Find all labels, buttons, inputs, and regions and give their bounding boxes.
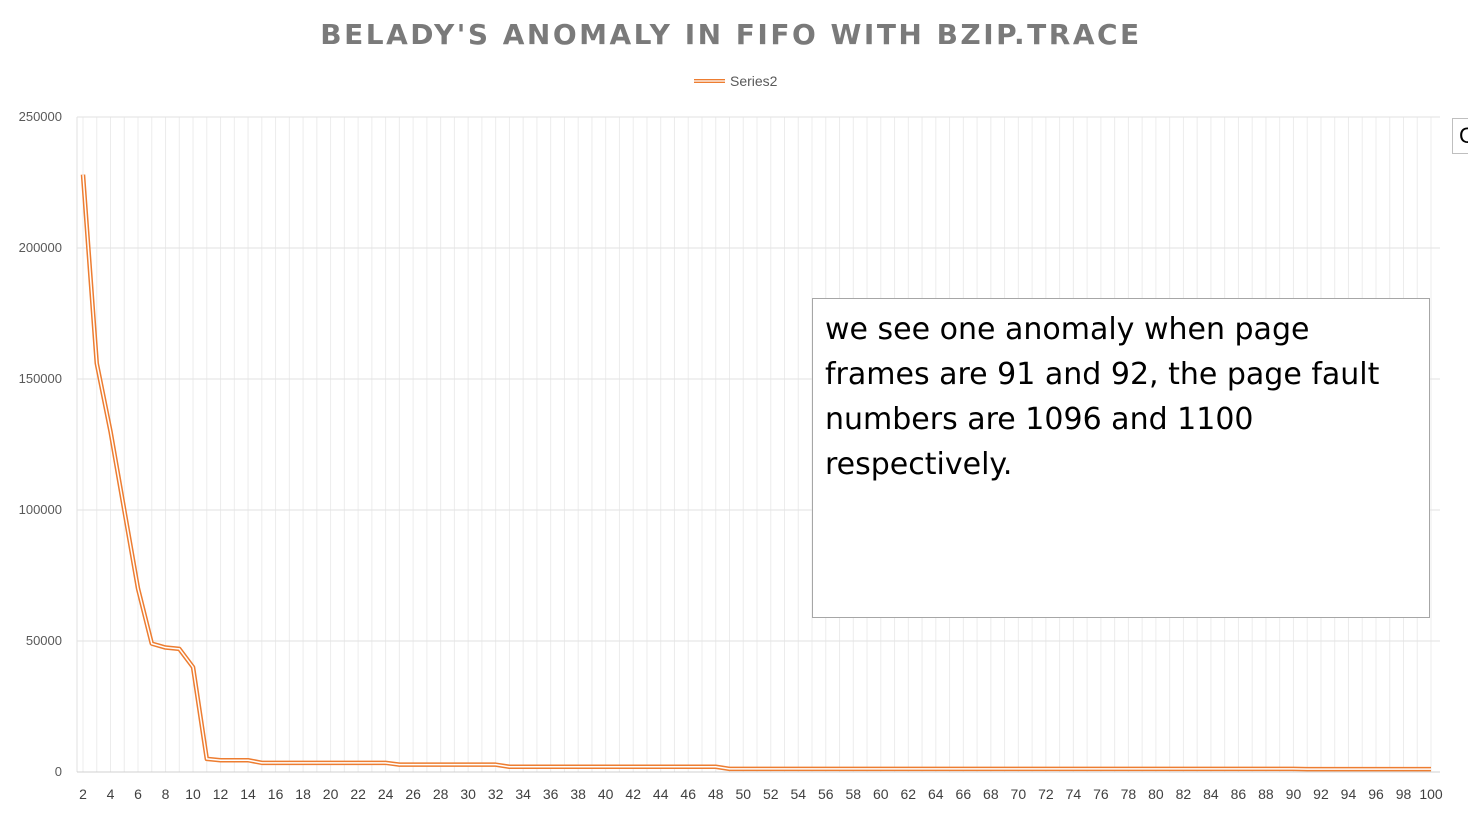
y-tick-label: 250000 [19, 109, 62, 124]
x-tick-label: 6 [134, 786, 142, 802]
x-tick-label: 54 [790, 786, 806, 802]
x-tick-label: 64 [928, 786, 944, 802]
x-tick-label: 56 [818, 786, 834, 802]
x-tick-label: 12 [213, 786, 229, 802]
x-tick-label: 38 [570, 786, 586, 802]
x-tick-label: 8 [162, 786, 170, 802]
x-tick-label: 48 [708, 786, 724, 802]
legend-entry-series2: Series2 [730, 73, 778, 89]
legend: Series2 [694, 73, 778, 89]
x-tick-label: 2 [79, 786, 87, 802]
x-tick-label: 94 [1341, 786, 1357, 802]
chart-title: BELADY'S ANOMALY IN FIFO WITH BZIP.TRACE [320, 18, 1141, 51]
x-tick-label: 78 [1121, 786, 1137, 802]
x-tick-label: 90 [1286, 786, 1302, 802]
series-line-inner-0 [82, 174, 1431, 770]
x-tick-label: 66 [956, 786, 972, 802]
x-tick-label: 28 [433, 786, 449, 802]
x-tick-label: 26 [405, 786, 421, 802]
x-tick-label: 40 [598, 786, 614, 802]
x-tick-label: 92 [1313, 786, 1329, 802]
y-tick-label: 0 [55, 764, 62, 779]
y-tick-label: 200000 [19, 240, 62, 255]
x-tick-label: 52 [763, 786, 779, 802]
x-tick-label: 4 [107, 786, 115, 802]
plot-series [80, 174, 1431, 772]
x-tick-label: 34 [515, 786, 531, 802]
x-tick-label: 30 [460, 786, 476, 802]
annotation-box: we see one anomaly when page frames are … [812, 298, 1430, 618]
x-tick-label: 74 [1066, 786, 1082, 802]
y-tick-label: 50000 [26, 633, 62, 648]
x-tick-label: 70 [1011, 786, 1027, 802]
x-tick-label: 98 [1396, 786, 1412, 802]
x-tick-label: 96 [1368, 786, 1384, 802]
y-tick-label: 150000 [19, 371, 62, 386]
x-tick-label: 80 [1148, 786, 1164, 802]
x-tick-label: 44 [653, 786, 669, 802]
x-tick-label: 16 [268, 786, 284, 802]
x-tick-label: 72 [1038, 786, 1054, 802]
x-tick-label: 32 [488, 786, 504, 802]
x-tick-label: 82 [1176, 786, 1192, 802]
x-tick-label: 62 [901, 786, 917, 802]
x-tick-label: 36 [543, 786, 559, 802]
x-tick-label: 58 [845, 786, 861, 802]
x-tick-label: 86 [1231, 786, 1247, 802]
cropped-edge-tab[interactable]: C [1452, 118, 1468, 154]
x-tick-label: 14 [240, 786, 256, 802]
x-tick-label: 76 [1093, 786, 1109, 802]
x-tick-label: 10 [185, 786, 201, 802]
x-tick-label: 24 [378, 786, 394, 802]
x-tick-label: 50 [735, 786, 751, 802]
x-tick-label: 84 [1203, 786, 1219, 802]
annotation-text: we see one anomaly when page frames are … [825, 312, 1380, 482]
x-tick-label: 18 [295, 786, 311, 802]
x-tick-label: 60 [873, 786, 889, 802]
x-tick-label: 88 [1258, 786, 1274, 802]
x-tick-label: 46 [680, 786, 696, 802]
x-tick-label: 42 [625, 786, 641, 802]
x-tick-label: 100 [1419, 786, 1443, 802]
y-tick-label: 100000 [19, 502, 62, 517]
x-tick-label: 22 [350, 786, 366, 802]
x-axis-ticks: 2 4 6 8 10 12 14 16 18 20 22 24 26 28 30 32 34 36 38 40 42 44… [79, 786, 1443, 802]
x-tick-label: 20 [323, 786, 339, 802]
x-tick-label: 68 [983, 786, 999, 802]
y-axis-ticks: 0 50000 100000 150000 200000 250000 [19, 109, 62, 779]
